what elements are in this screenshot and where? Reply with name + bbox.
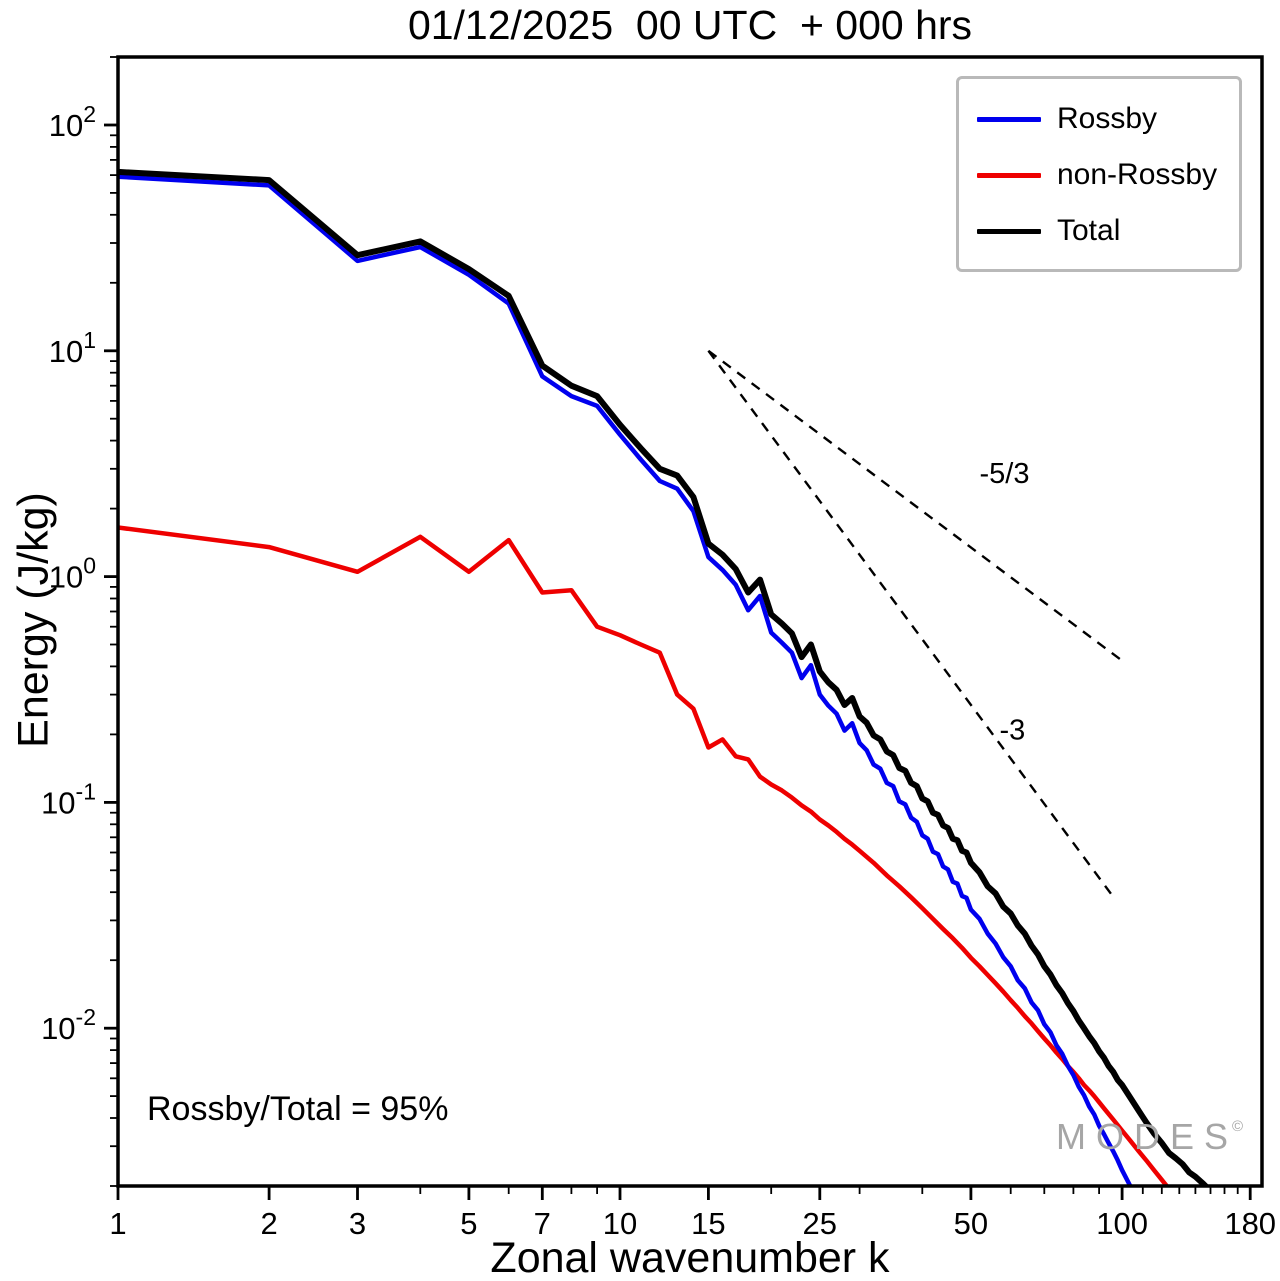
- x-tick-label: 25: [803, 1206, 837, 1241]
- legend-item-total: Total: [977, 203, 1229, 259]
- plot-frame: [116, 55, 1264, 1188]
- x-tick-label: 180: [1224, 1206, 1276, 1241]
- y-axis-label: Energy (J/kg): [9, 492, 58, 748]
- series-non-rossby: [118, 525, 1170, 1186]
- x-tick-label: 15: [691, 1206, 725, 1241]
- x-tick-label: 5: [460, 1206, 477, 1241]
- legend-item-rossby: Rossby: [977, 91, 1229, 147]
- legend-item-non-rossby: non-Rossby: [977, 147, 1229, 203]
- x-tick-label: 10: [603, 1206, 637, 1241]
- slope-label: -5/3: [980, 458, 1030, 490]
- copyright-icon: ©: [1232, 1118, 1244, 1135]
- x-tick-label: 3: [349, 1206, 366, 1241]
- x-tick-label: 7: [534, 1206, 551, 1241]
- y-tick-label: 10-2: [41, 1004, 96, 1046]
- x-tick-label: 2: [260, 1206, 277, 1241]
- figure-title: 01/12/2025 00 UTC + 000 hrs: [407, 2, 973, 48]
- series-total: [118, 168, 1210, 1186]
- legend-label-rossby: Rossby: [1057, 102, 1158, 135]
- legend-line-total: [977, 228, 1041, 234]
- series-rossby: [118, 174, 1133, 1186]
- slope-ref-line: [707, 350, 1112, 895]
- rossby-total-ratio-text: Rossby/Total = 95%: [147, 1090, 449, 1128]
- modes-watermark-text: MODES: [1056, 1116, 1239, 1157]
- slope-ref-line: [707, 349, 1123, 662]
- x-tick-label: 1: [109, 1206, 126, 1241]
- x-tick-label: 100: [1096, 1206, 1148, 1241]
- y-tick-label: 100: [49, 553, 96, 595]
- y-tick-label: 10-1: [41, 778, 96, 820]
- legend-line-rossby: [977, 116, 1041, 122]
- modes-watermark: MODES©: [1056, 1116, 1243, 1158]
- legend-label-non-rossby: non-Rossby: [1057, 158, 1218, 191]
- slope-label: -3: [1000, 714, 1026, 746]
- x-axis-label: Zonal wavenumber k: [490, 1234, 890, 1281]
- legend: Rossby non-Rossby Total: [956, 76, 1242, 272]
- x-tick-label: 50: [954, 1206, 988, 1241]
- legend-label-total: Total: [1057, 214, 1121, 247]
- y-tick-label: 101: [49, 327, 96, 369]
- y-tick-label: 102: [49, 101, 96, 143]
- legend-line-non-rossby: [977, 172, 1041, 178]
